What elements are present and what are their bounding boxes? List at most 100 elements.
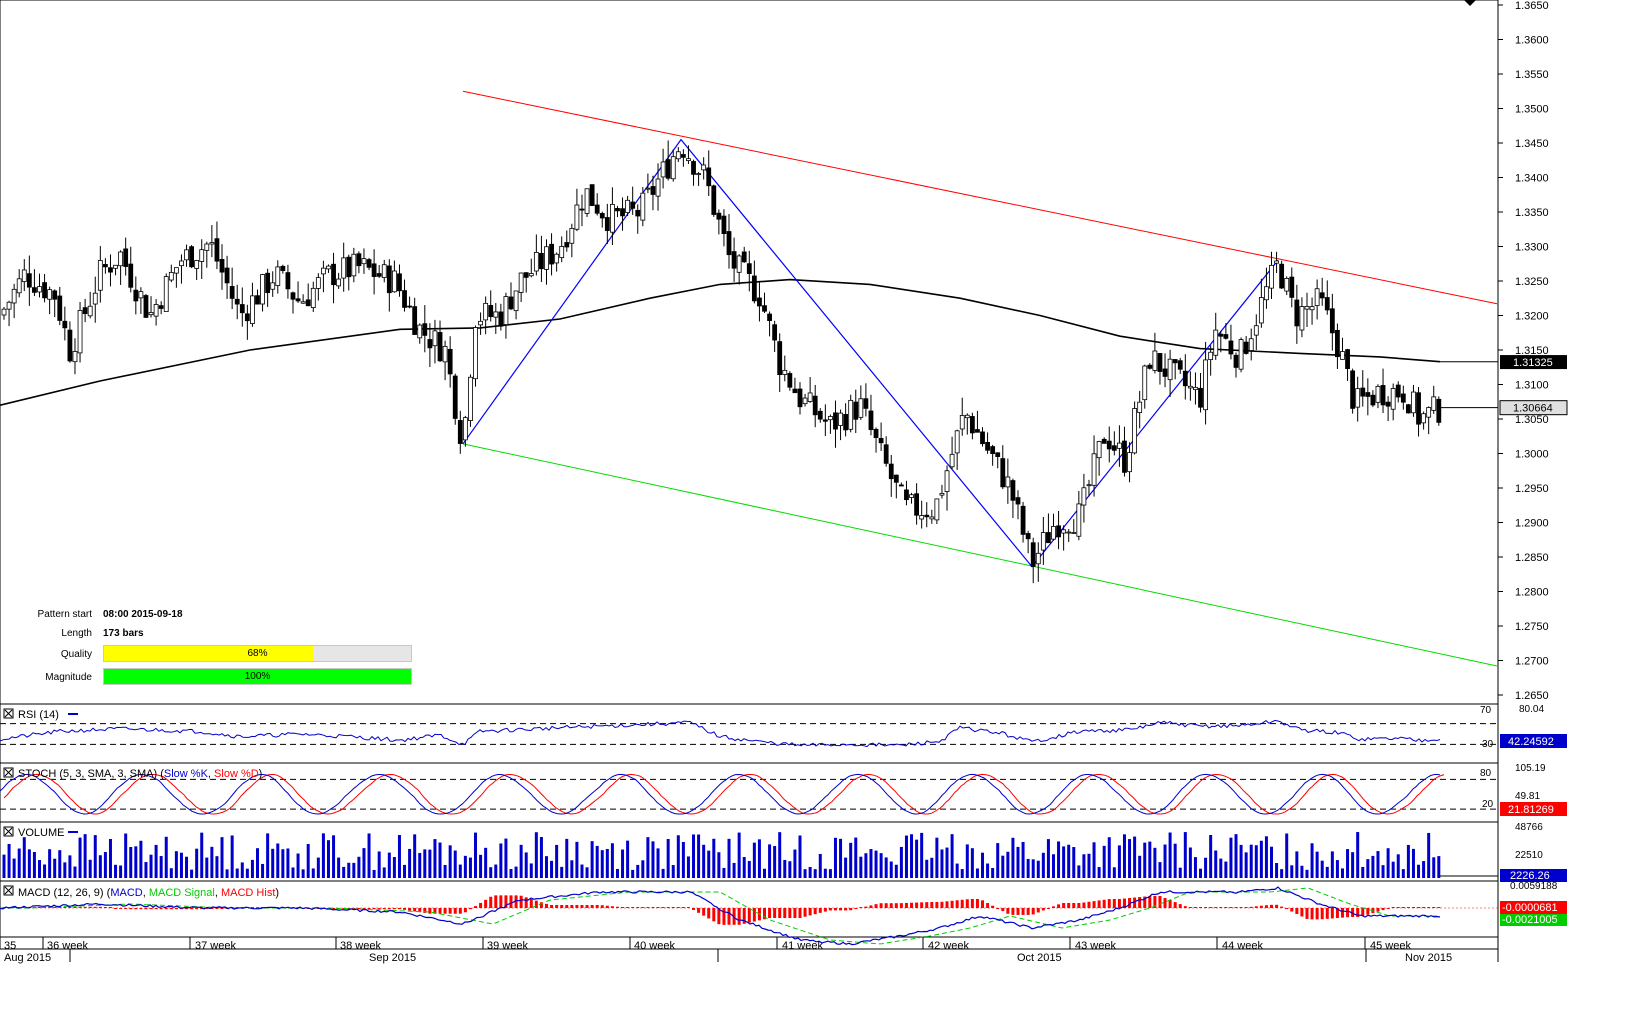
macd-hist-bar bbox=[144, 908, 148, 910]
candle-body bbox=[797, 388, 803, 408]
macd-hist-bar bbox=[1437, 907, 1441, 908]
macd-hist-bar bbox=[276, 907, 280, 908]
magnitude-bar-fill bbox=[104, 669, 411, 684]
candle-body bbox=[326, 265, 331, 270]
macd-hist-bar bbox=[377, 908, 381, 910]
volume-bar bbox=[12, 858, 16, 878]
candle bbox=[209, 225, 215, 258]
candle-body bbox=[234, 298, 240, 305]
candle-body bbox=[473, 327, 478, 380]
price-tick-label: 1.3250 bbox=[1515, 276, 1549, 288]
candle bbox=[741, 246, 747, 263]
candle-body bbox=[6, 301, 12, 310]
macd-hist-bar bbox=[950, 900, 954, 908]
candle bbox=[1400, 385, 1406, 410]
scroll-marker-icon[interactable] bbox=[1464, 0, 1476, 6]
candle bbox=[62, 306, 68, 341]
macd-hist-bar bbox=[839, 908, 843, 911]
volume-bar bbox=[149, 854, 153, 878]
candle bbox=[270, 271, 276, 297]
candle-body bbox=[381, 264, 387, 279]
candle-body bbox=[964, 414, 970, 419]
candle-body bbox=[635, 209, 641, 217]
volume-bar bbox=[1031, 859, 1035, 878]
length-value: 173 bars bbox=[103, 628, 144, 639]
candle-body bbox=[1106, 440, 1112, 450]
candle bbox=[381, 259, 387, 283]
candle-body bbox=[1233, 354, 1239, 368]
candle-body bbox=[579, 208, 585, 211]
candle-body bbox=[1213, 329, 1219, 356]
volume-bar bbox=[752, 842, 756, 878]
volume-bar bbox=[499, 843, 503, 878]
candle bbox=[1010, 478, 1016, 519]
quality-bar-fill bbox=[104, 646, 313, 661]
macd-hist-bar bbox=[524, 897, 528, 908]
candle bbox=[1274, 251, 1279, 274]
macd-hist-bar bbox=[1259, 905, 1263, 908]
candle-body bbox=[290, 292, 296, 300]
candle bbox=[959, 397, 965, 436]
candle bbox=[128, 246, 134, 293]
volume-bar bbox=[215, 856, 219, 878]
volume-bar bbox=[342, 866, 346, 878]
candle-body bbox=[52, 290, 58, 300]
volume-bar bbox=[737, 832, 741, 878]
volume-bar bbox=[1224, 861, 1228, 878]
candle-body bbox=[270, 282, 276, 290]
volume-bar bbox=[965, 844, 969, 878]
volume-bar bbox=[702, 844, 706, 878]
candle bbox=[397, 264, 402, 297]
macd-hist-bar bbox=[1097, 900, 1101, 908]
candle-body bbox=[559, 246, 565, 259]
volume-bar bbox=[539, 837, 543, 878]
candle bbox=[1167, 349, 1173, 397]
candle-body bbox=[300, 301, 306, 304]
volume-bar bbox=[185, 856, 189, 878]
candle bbox=[305, 283, 311, 307]
candle bbox=[1162, 353, 1168, 388]
candle-body bbox=[1208, 351, 1214, 361]
volume-bar bbox=[225, 869, 229, 878]
candle-body bbox=[533, 252, 539, 272]
candle bbox=[990, 444, 996, 466]
candle bbox=[883, 436, 889, 467]
candle bbox=[807, 376, 813, 403]
candle bbox=[153, 299, 159, 326]
candle bbox=[422, 305, 428, 353]
candle bbox=[863, 383, 869, 417]
macd-hist-bar bbox=[737, 908, 741, 925]
candle bbox=[336, 272, 342, 289]
macd-hist-bar bbox=[37, 906, 41, 908]
candle-body bbox=[108, 267, 113, 273]
price-tick-label: 1.2650 bbox=[1515, 690, 1549, 702]
rsi-level-high: 70 bbox=[1480, 705, 1492, 716]
week-label: 42 week bbox=[928, 940, 969, 952]
candle-body bbox=[1416, 392, 1421, 425]
candle-body bbox=[944, 470, 950, 492]
macd-hist-bar bbox=[818, 908, 822, 913]
candle-body bbox=[21, 269, 27, 283]
candle-body bbox=[1020, 505, 1026, 535]
volume-bar bbox=[813, 869, 817, 878]
candle bbox=[285, 264, 291, 299]
volume-bar bbox=[803, 869, 807, 878]
macd-hist-bar bbox=[1310, 908, 1314, 920]
candle-body bbox=[432, 330, 438, 347]
candle bbox=[1355, 376, 1361, 422]
candle-body bbox=[1056, 525, 1061, 538]
candle bbox=[797, 382, 803, 415]
candle-body bbox=[47, 289, 53, 300]
volume-bar bbox=[261, 863, 265, 878]
volume-bar bbox=[575, 841, 579, 878]
volume-bar bbox=[1366, 859, 1370, 878]
macd-hist-bar bbox=[560, 905, 564, 908]
macd-hist-bar bbox=[1112, 899, 1116, 908]
macd-hist-bar bbox=[641, 907, 645, 908]
candle bbox=[893, 474, 899, 499]
candle bbox=[625, 195, 631, 216]
volume-bar bbox=[195, 848, 199, 878]
volume-bar bbox=[291, 867, 295, 878]
volume-bar bbox=[494, 864, 498, 878]
macd-hist-bar bbox=[1401, 907, 1405, 908]
